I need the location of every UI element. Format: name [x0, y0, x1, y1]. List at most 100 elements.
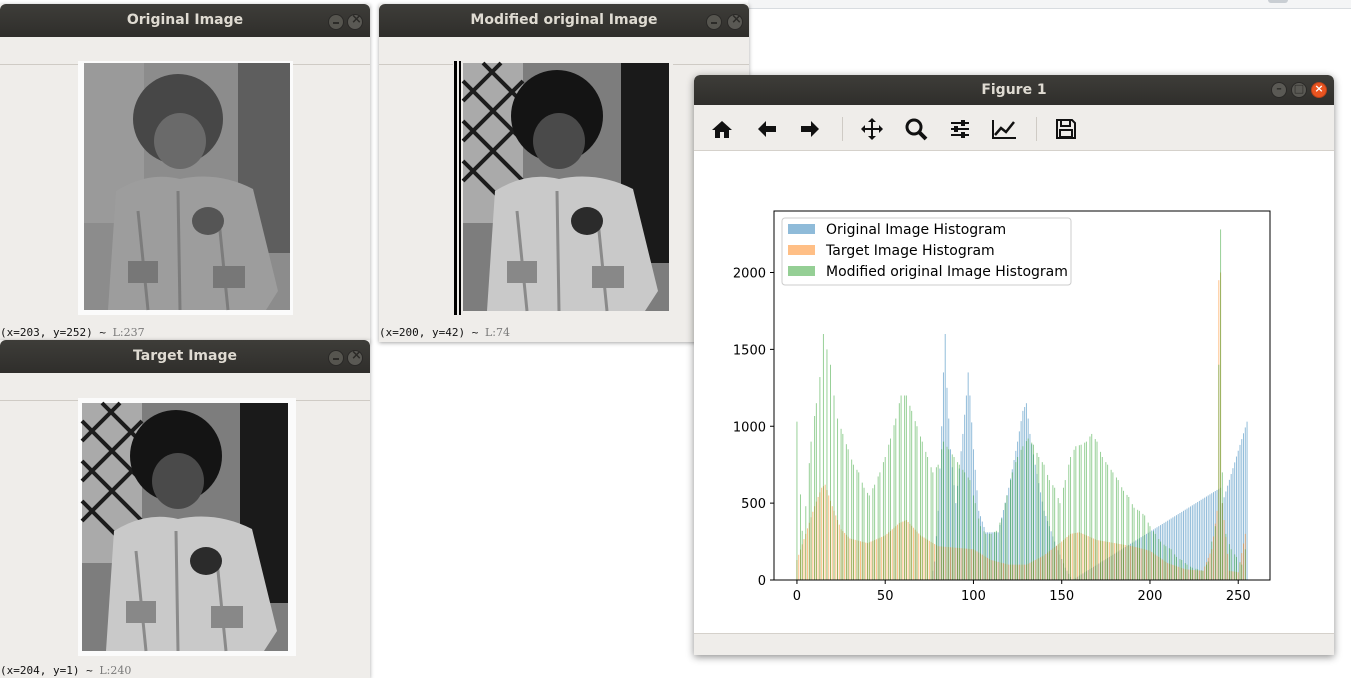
histogram-bar [1096, 441, 1098, 581]
histogram-bar [994, 531, 996, 580]
histogram-bar [1207, 495, 1209, 580]
histogram-bar [870, 541, 872, 580]
histogram-bar [799, 494, 801, 580]
histogram-bar [935, 467, 937, 580]
minimize-button[interactable] [328, 350, 344, 366]
histogram-bar [1027, 438, 1029, 580]
histogram-bar [1181, 560, 1183, 580]
histogram-bar [1107, 464, 1109, 580]
minimize-button[interactable] [328, 14, 344, 30]
target-image[interactable] [78, 398, 296, 656]
histogram-bar [1145, 549, 1147, 580]
histogram-bar [1200, 499, 1202, 580]
histogram-bar [1205, 564, 1207, 581]
histogram-plot[interactable]: 0 50 100 150 200 250 0 500 1000 1500 2000 Original … [694, 152, 1334, 632]
histogram-bar [1216, 510, 1218, 580]
histogram-bar [920, 436, 921, 580]
histogram-bar [1234, 554, 1236, 581]
save-icon[interactable] [1052, 115, 1080, 143]
edit-axes-icon[interactable] [990, 115, 1018, 143]
back-arrow-icon[interactable] [753, 115, 781, 143]
histogram-bar [1160, 541, 1162, 580]
histogram-bar [965, 548, 967, 580]
histogram-bar [1040, 492, 1042, 580]
histogram-bar [978, 518, 980, 580]
histogram-bar [1202, 498, 1204, 580]
histogram-bar [1246, 421, 1248, 580]
histogram-bar [985, 533, 987, 581]
histogram-bar [830, 364, 831, 580]
histogram-bar [909, 405, 911, 580]
histogram-bar [1040, 557, 1042, 580]
histogram-bar [1032, 444, 1034, 580]
histogram-bar [962, 469, 964, 580]
histogram-bar [845, 444, 847, 580]
histogram-bar [852, 464, 854, 580]
histogram-bar [1052, 485, 1054, 580]
x-tick-label: 50 [877, 589, 894, 604]
histogram-bar [1108, 542, 1110, 580]
status-coords: (x=200, y=42) ~ [379, 326, 479, 339]
histogram-bar [1175, 556, 1177, 580]
histogram-bar [921, 441, 923, 581]
zoom-icon[interactable] [902, 115, 930, 143]
forward-arrow-icon[interactable] [796, 115, 824, 143]
histogram-bar [1179, 558, 1181, 580]
original-image[interactable] [78, 61, 293, 315]
configure-subplots-icon[interactable] [946, 115, 974, 143]
minimize-button[interactable] [706, 14, 722, 30]
y-tick-label: 1500 [733, 343, 766, 358]
y-tick-label: 500 [741, 497, 766, 512]
maximize-button[interactable]: □ [1291, 82, 1307, 98]
close-button[interactable] [347, 348, 363, 366]
histogram-bar [835, 515, 837, 580]
histogram-bar [955, 503, 957, 581]
histogram-bar [946, 446, 948, 580]
histogram-bar [842, 433, 844, 580]
histogram-bar [1205, 496, 1207, 580]
histogram-bar [971, 549, 973, 580]
histogram-bar [1031, 442, 1033, 580]
close-button[interactable]: × [1311, 82, 1327, 98]
histogram-bar [1135, 547, 1137, 580]
status-coords: (x=204, y=1) ~ [0, 664, 93, 677]
histogram-bar [1078, 445, 1080, 580]
histogram-bar [1228, 544, 1230, 581]
histogram-bar [1057, 498, 1059, 580]
histogram-bar [1048, 480, 1050, 580]
pan-icon[interactable] [858, 115, 886, 143]
histogram-bar [999, 522, 1001, 580]
modified-image[interactable] [453, 61, 673, 315]
histogram-bar [867, 492, 869, 581]
histogram-bar [983, 531, 985, 580]
close-button[interactable] [727, 12, 743, 30]
histogram-bar [1137, 509, 1139, 580]
original-image-window: Original Image (x=203, y=252) ~ L:237 [0, 4, 370, 342]
close-button[interactable] [347, 12, 363, 30]
histogram-bar [1087, 536, 1089, 580]
histogram-bar [969, 480, 971, 580]
histogram-bar [1220, 229, 1222, 580]
histogram-bar [895, 418, 897, 580]
histogram-bar [1043, 464, 1045, 580]
minimize-button[interactable]: – [1271, 82, 1287, 98]
histogram-bar [987, 532, 989, 580]
histogram-bar [1198, 570, 1200, 580]
histogram-bar [1085, 441, 1087, 581]
x-tick-label: 0 [793, 589, 801, 604]
target-image-window: Target Image (x=204, y=1) ~ L:240 [0, 340, 370, 678]
toolbar-separator [842, 117, 843, 141]
histogram-bar [1115, 477, 1117, 580]
home-icon[interactable] [708, 115, 736, 143]
histogram-bar [995, 530, 997, 580]
histogram-bar [1211, 541, 1213, 580]
histogram-bar [1010, 480, 1012, 580]
histogram-bar [1034, 464, 1036, 580]
histogram-bar [1066, 536, 1068, 580]
histogram-bar [1221, 472, 1223, 581]
histogram-bar [1024, 407, 1026, 580]
histogram-bar [877, 476, 879, 580]
x-tick-label: 250 [1226, 589, 1251, 604]
histogram-bar [1161, 523, 1163, 580]
histogram-bar [884, 457, 886, 580]
